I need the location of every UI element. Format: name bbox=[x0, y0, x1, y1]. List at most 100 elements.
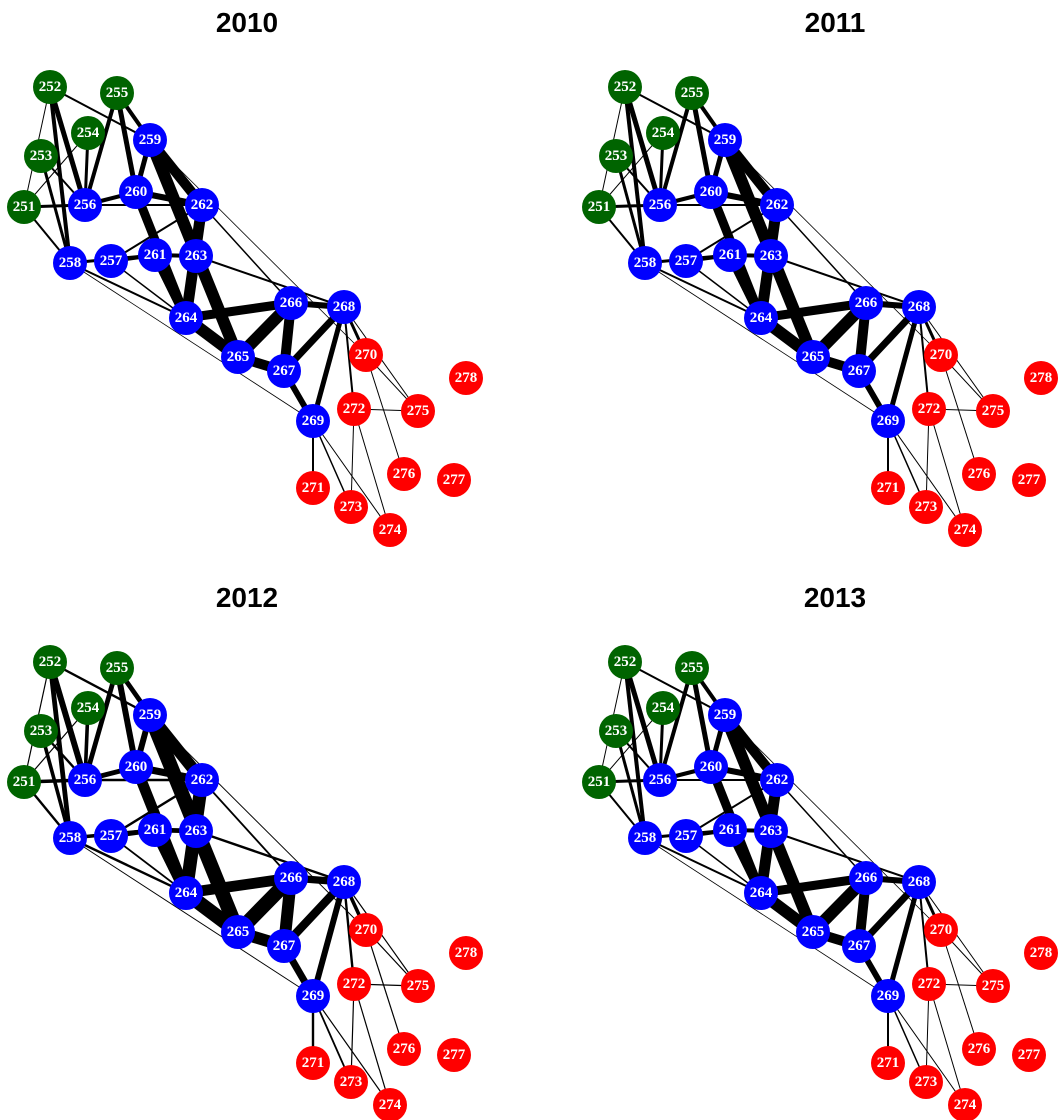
edge bbox=[365, 354, 405, 475]
edge bbox=[766, 254, 818, 359]
node bbox=[796, 340, 830, 374]
node-label: 268 bbox=[333, 299, 356, 315]
node-label: 263 bbox=[760, 248, 783, 264]
node bbox=[675, 76, 709, 110]
edge bbox=[49, 86, 151, 141]
edge bbox=[940, 929, 980, 1050]
edge bbox=[918, 306, 930, 410]
node bbox=[669, 244, 703, 278]
node bbox=[373, 513, 407, 547]
edge bbox=[185, 298, 292, 323]
edge bbox=[185, 872, 292, 899]
node bbox=[643, 763, 677, 797]
node bbox=[713, 238, 747, 272]
edge bbox=[201, 779, 292, 879]
edge bbox=[614, 155, 647, 264]
node bbox=[962, 1032, 996, 1066]
node-label: 267 bbox=[848, 938, 871, 954]
node-label: 274 bbox=[379, 1097, 402, 1113]
node-label: 251 bbox=[588, 774, 611, 790]
node bbox=[842, 354, 876, 388]
edge bbox=[622, 661, 663, 781]
edge bbox=[658, 92, 694, 206]
node-label: 273 bbox=[340, 499, 363, 515]
node bbox=[871, 404, 905, 438]
node bbox=[646, 691, 680, 725]
node bbox=[902, 865, 936, 899]
node-label: 254 bbox=[77, 125, 100, 141]
node bbox=[628, 246, 662, 280]
node-label: 255 bbox=[106, 85, 129, 101]
node bbox=[694, 175, 728, 209]
node-label: 278 bbox=[455, 945, 478, 961]
panel: 2013 251 252 253 254 255 256 257 258 259 260 261 262… bbox=[582, 582, 1058, 1120]
panel-title: 2013 bbox=[804, 582, 866, 613]
node bbox=[274, 286, 308, 320]
node bbox=[327, 865, 361, 899]
node-label: 263 bbox=[760, 823, 783, 839]
node bbox=[100, 651, 134, 685]
panel: 2012 251 252 253 254 255 256 257 258 259 260 261 262… bbox=[7, 582, 483, 1120]
node bbox=[119, 750, 153, 784]
node bbox=[401, 969, 435, 1003]
node bbox=[387, 457, 421, 491]
node bbox=[185, 763, 219, 797]
node bbox=[760, 188, 794, 222]
node bbox=[24, 139, 58, 173]
node-label: 255 bbox=[681, 85, 704, 101]
edge bbox=[195, 255, 345, 308]
node bbox=[296, 979, 330, 1013]
node-label: 253 bbox=[605, 723, 628, 739]
edge bbox=[342, 881, 356, 985]
edge bbox=[191, 254, 243, 359]
edge bbox=[685, 204, 778, 262]
edge bbox=[39, 730, 72, 839]
node-label: 253 bbox=[30, 723, 53, 739]
node-label: 266 bbox=[280, 295, 303, 311]
node bbox=[119, 175, 153, 209]
node bbox=[1024, 936, 1058, 970]
node-label: 257 bbox=[100, 253, 123, 269]
node bbox=[871, 979, 905, 1013]
node-label: 274 bbox=[954, 522, 977, 538]
node-label: 271 bbox=[302, 480, 325, 496]
node-label: 269 bbox=[302, 988, 325, 1004]
node bbox=[169, 876, 203, 910]
edge bbox=[49, 660, 151, 717]
node bbox=[608, 645, 642, 679]
edge bbox=[365, 929, 405, 1050]
node bbox=[53, 246, 87, 280]
node bbox=[449, 936, 483, 970]
edge bbox=[685, 779, 778, 837]
node-label: 266 bbox=[280, 870, 303, 886]
node bbox=[71, 691, 105, 725]
node-label: 267 bbox=[848, 363, 871, 379]
node-label: 278 bbox=[455, 370, 478, 386]
edge bbox=[887, 420, 966, 531]
edge bbox=[47, 661, 73, 839]
edge bbox=[69, 262, 187, 319]
edge bbox=[624, 661, 726, 716]
node-label: 270 bbox=[930, 922, 953, 938]
node bbox=[94, 244, 128, 278]
node bbox=[902, 290, 936, 324]
edge bbox=[343, 306, 355, 410]
edge bbox=[644, 262, 762, 319]
node-label: 254 bbox=[77, 700, 100, 716]
node bbox=[387, 1032, 421, 1066]
node-label: 271 bbox=[877, 1055, 900, 1071]
node bbox=[962, 457, 996, 491]
node bbox=[138, 813, 172, 847]
node-label: 266 bbox=[855, 295, 878, 311]
node-label: 253 bbox=[605, 148, 628, 164]
node bbox=[327, 290, 361, 324]
node bbox=[909, 490, 943, 524]
edge bbox=[776, 779, 867, 879]
node-label: 258 bbox=[634, 255, 657, 271]
node bbox=[582, 190, 616, 224]
node-label: 253 bbox=[30, 148, 53, 164]
node-label: 258 bbox=[59, 255, 82, 271]
node-label: 265 bbox=[802, 349, 825, 365]
node bbox=[7, 190, 41, 224]
node bbox=[708, 123, 742, 157]
